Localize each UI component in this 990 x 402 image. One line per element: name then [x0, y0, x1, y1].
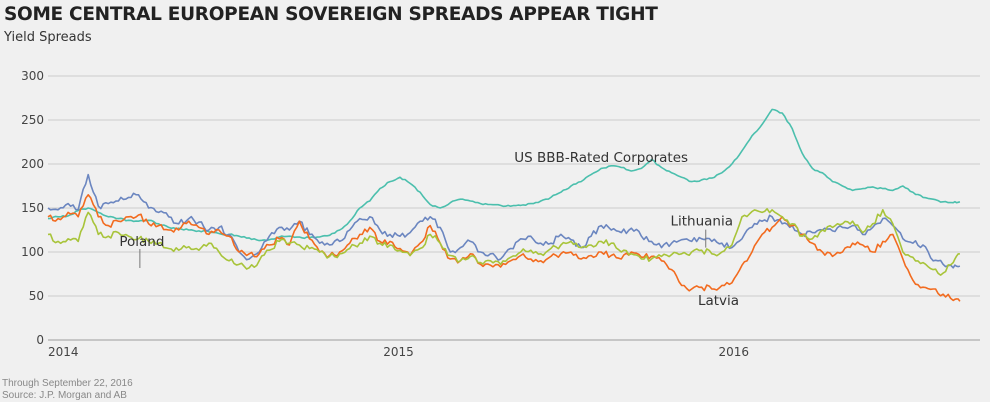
series-line-latvia — [47, 194, 961, 302]
x-tick-label: 2014 — [48, 345, 79, 359]
y-tick-label: 100 — [21, 245, 44, 259]
y-axis-ticks: 0 50 100 150 200 250 300 — [21, 69, 44, 347]
x-tick-label: 2016 — [719, 345, 750, 359]
annotation-us-bbb-rated-corporates: US BBB-Rated Corporates — [514, 150, 688, 166]
y-tick-label: 300 — [21, 69, 44, 83]
x-tick-label: 2015 — [383, 345, 414, 359]
y-tick-label: 0 — [36, 333, 44, 347]
y-tick-label: 50 — [29, 289, 44, 303]
x-axis-ticks: 2014 2015 2016 — [48, 345, 749, 359]
series-line-us-bbb-rated-corporates — [47, 108, 961, 242]
annotations: US BBB-Rated Corporates Lithuania Poland La… — [119, 150, 739, 309]
chart-subtitle: Yield Spreads — [4, 30, 92, 45]
series-lines — [47, 108, 961, 302]
y-tick-label: 200 — [21, 157, 44, 171]
annotation-lithuania: Lithuania — [670, 214, 733, 230]
annotation-latvia: Latvia — [698, 293, 739, 309]
footnote-date: Through September 22, 2016 — [2, 378, 133, 389]
series-line-lithuania — [47, 173, 961, 269]
series-line-poland — [47, 208, 960, 276]
y-tick-label: 250 — [21, 113, 44, 127]
gridlines — [48, 75, 980, 341]
chart-title: SOME CENTRAL EUROPEAN SOVEREIGN SPREADS … — [4, 4, 658, 25]
annotation-poland: Poland — [119, 234, 164, 250]
y-tick-label: 150 — [21, 201, 44, 215]
footnote-source: Source: J.P. Morgan and AB — [2, 390, 127, 401]
